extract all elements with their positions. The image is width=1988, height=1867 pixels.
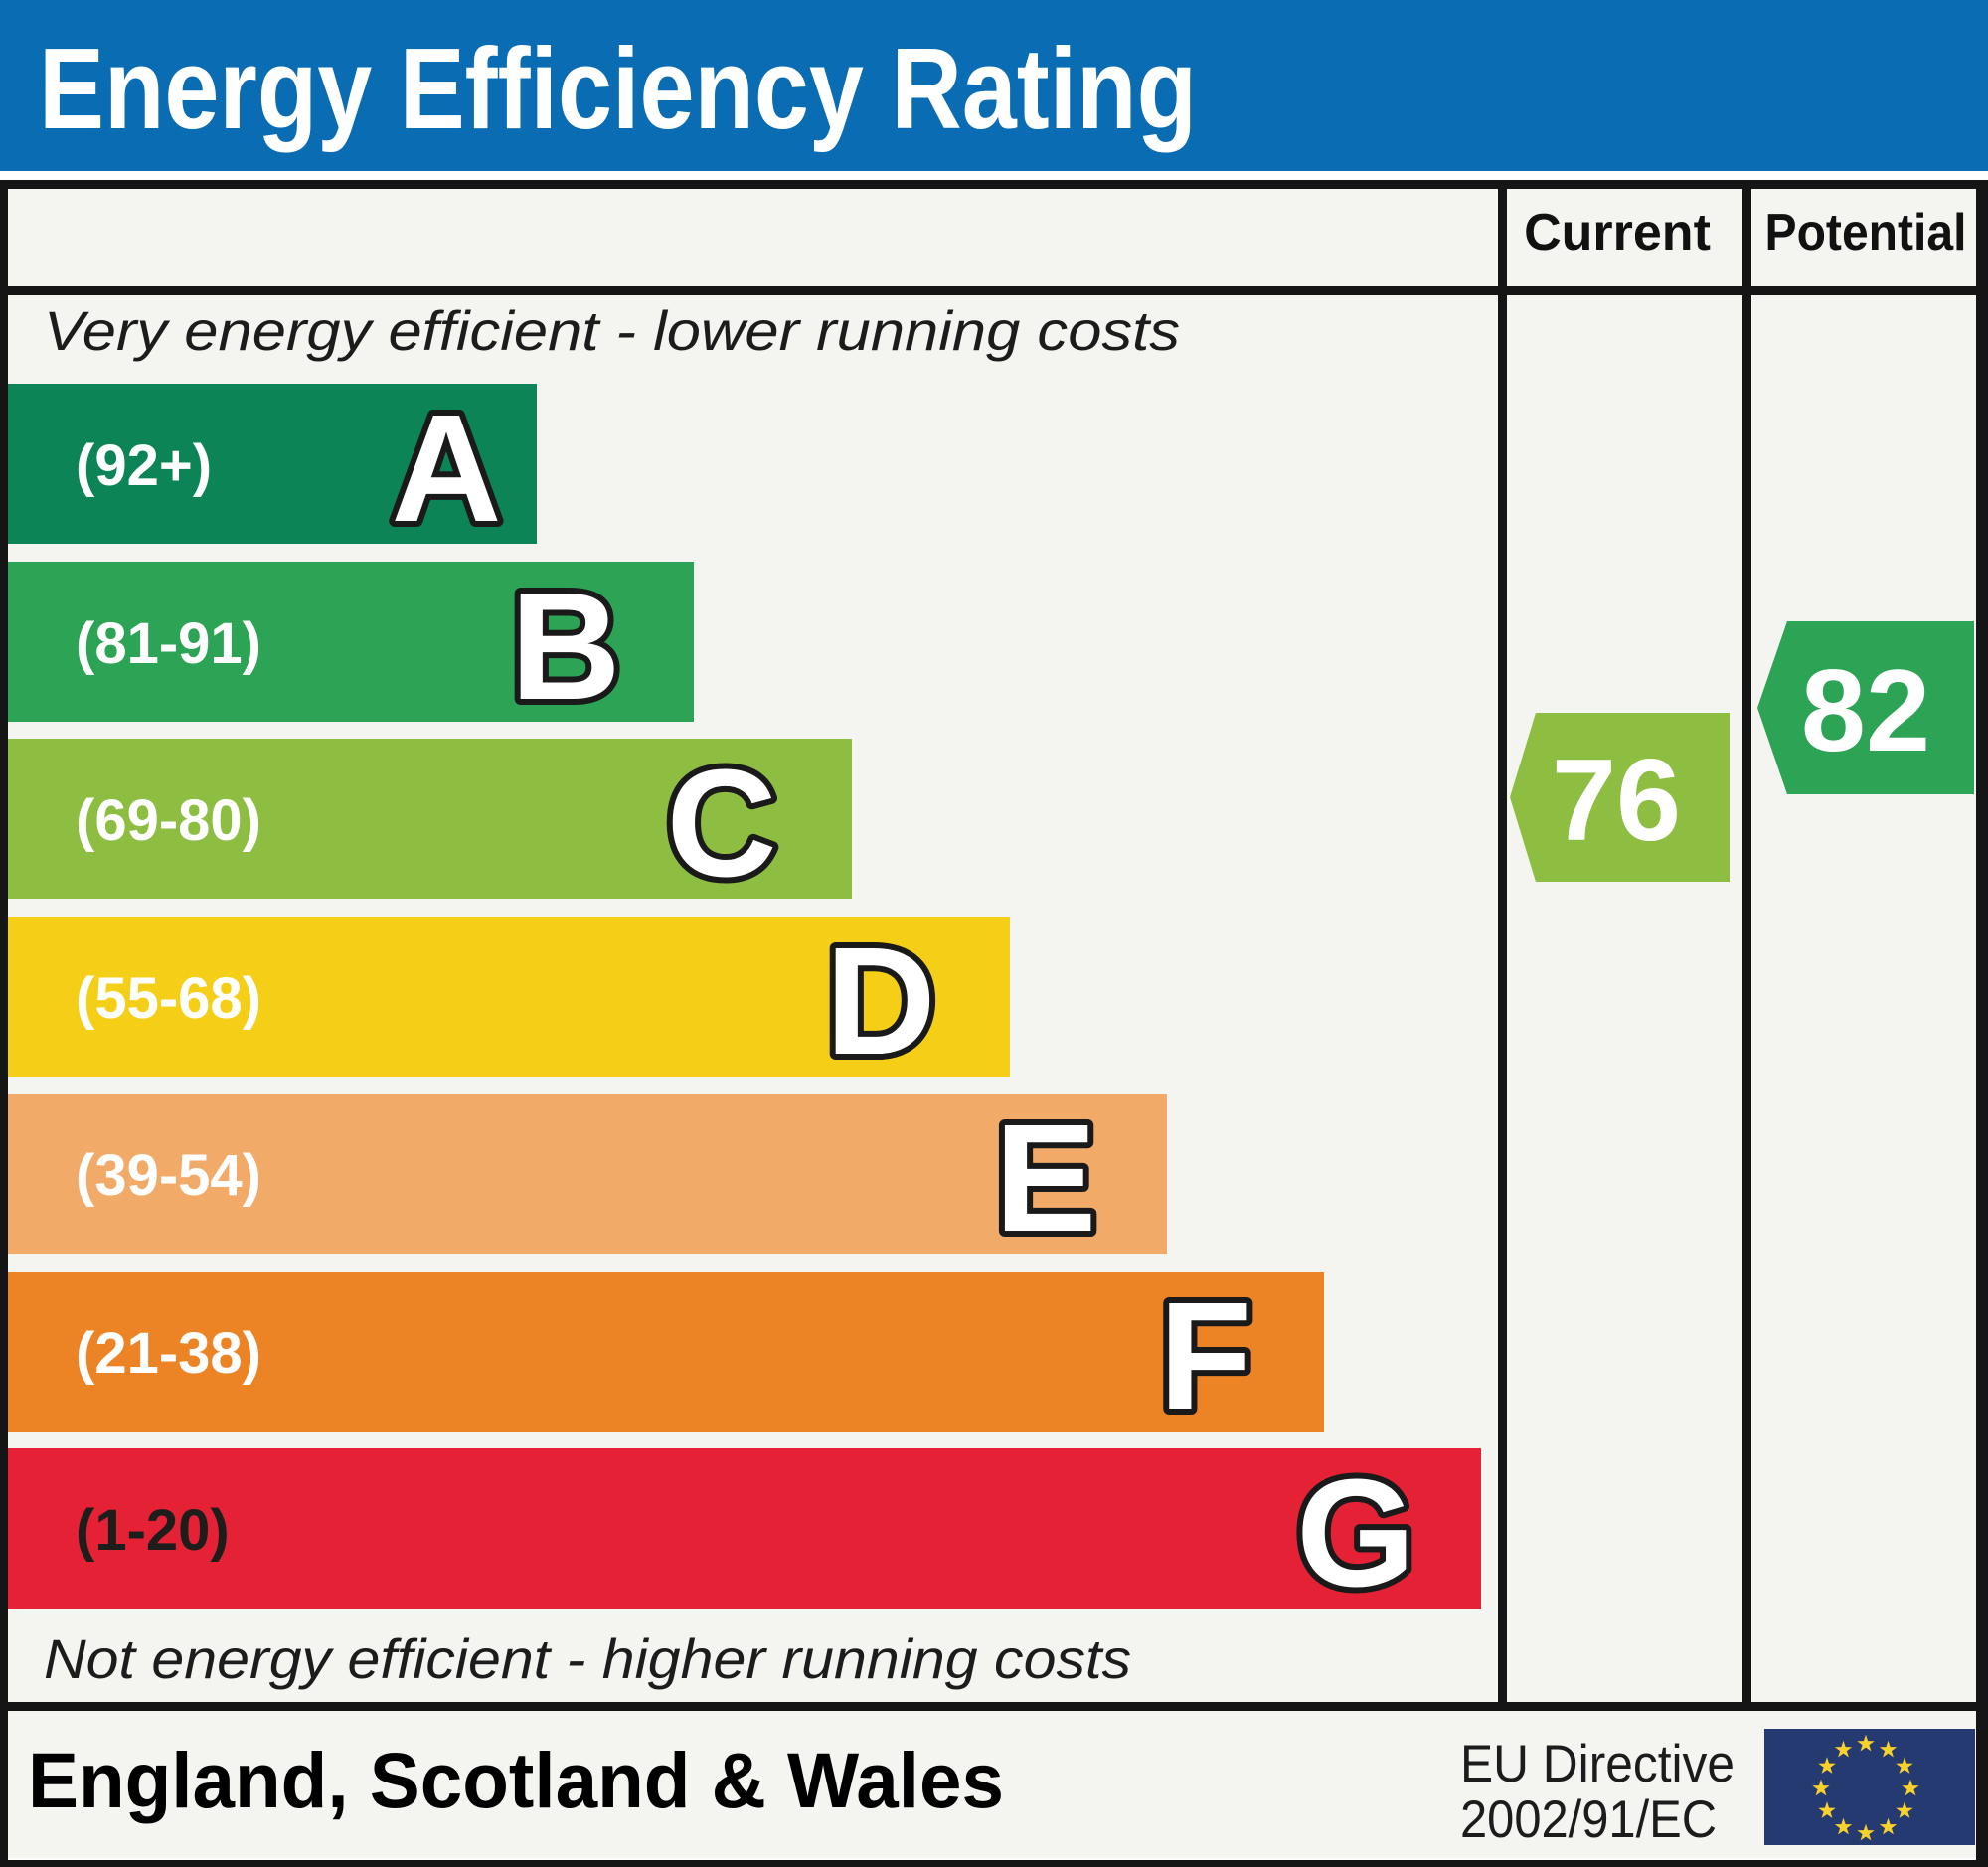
svg-text:Current: Current — [1524, 204, 1711, 261]
svg-text:E: E — [995, 1093, 1097, 1264]
svg-text:(1-20): (1-20) — [76, 1498, 230, 1563]
svg-text:D: D — [825, 916, 935, 1087]
svg-text:Energy Efficiency Rating: Energy Efficiency Rating — [39, 24, 1197, 153]
svg-text:(55-68): (55-68) — [76, 966, 261, 1031]
svg-text:(81-91): (81-91) — [76, 611, 261, 676]
svg-text:England, Scotland & Wales: England, Scotland & Wales — [28, 1736, 1004, 1824]
svg-text:Very energy efficient - lower: Very energy efficient - lower running co… — [44, 299, 1180, 362]
svg-text:C: C — [666, 738, 776, 909]
svg-text:(92+): (92+) — [76, 433, 212, 498]
svg-text:(39-54): (39-54) — [76, 1143, 261, 1208]
svg-text:(21-38): (21-38) — [76, 1321, 261, 1386]
svg-text:Not energy efficient - higher: Not energy efficient - higher running co… — [44, 1627, 1131, 1690]
svg-text:82: 82 — [1801, 645, 1930, 775]
svg-text:76: 76 — [1552, 735, 1681, 865]
svg-text:Potential: Potential — [1765, 204, 1967, 261]
svg-text:B: B — [510, 561, 620, 732]
svg-text:EU Directive: EU Directive — [1460, 1735, 1735, 1793]
svg-text:G: G — [1296, 1447, 1415, 1618]
svg-text:2002/91/EC: 2002/91/EC — [1460, 1790, 1717, 1849]
svg-text:F: F — [1159, 1271, 1252, 1442]
svg-text:A: A — [391, 383, 501, 554]
svg-text:(69-80): (69-80) — [76, 788, 261, 853]
